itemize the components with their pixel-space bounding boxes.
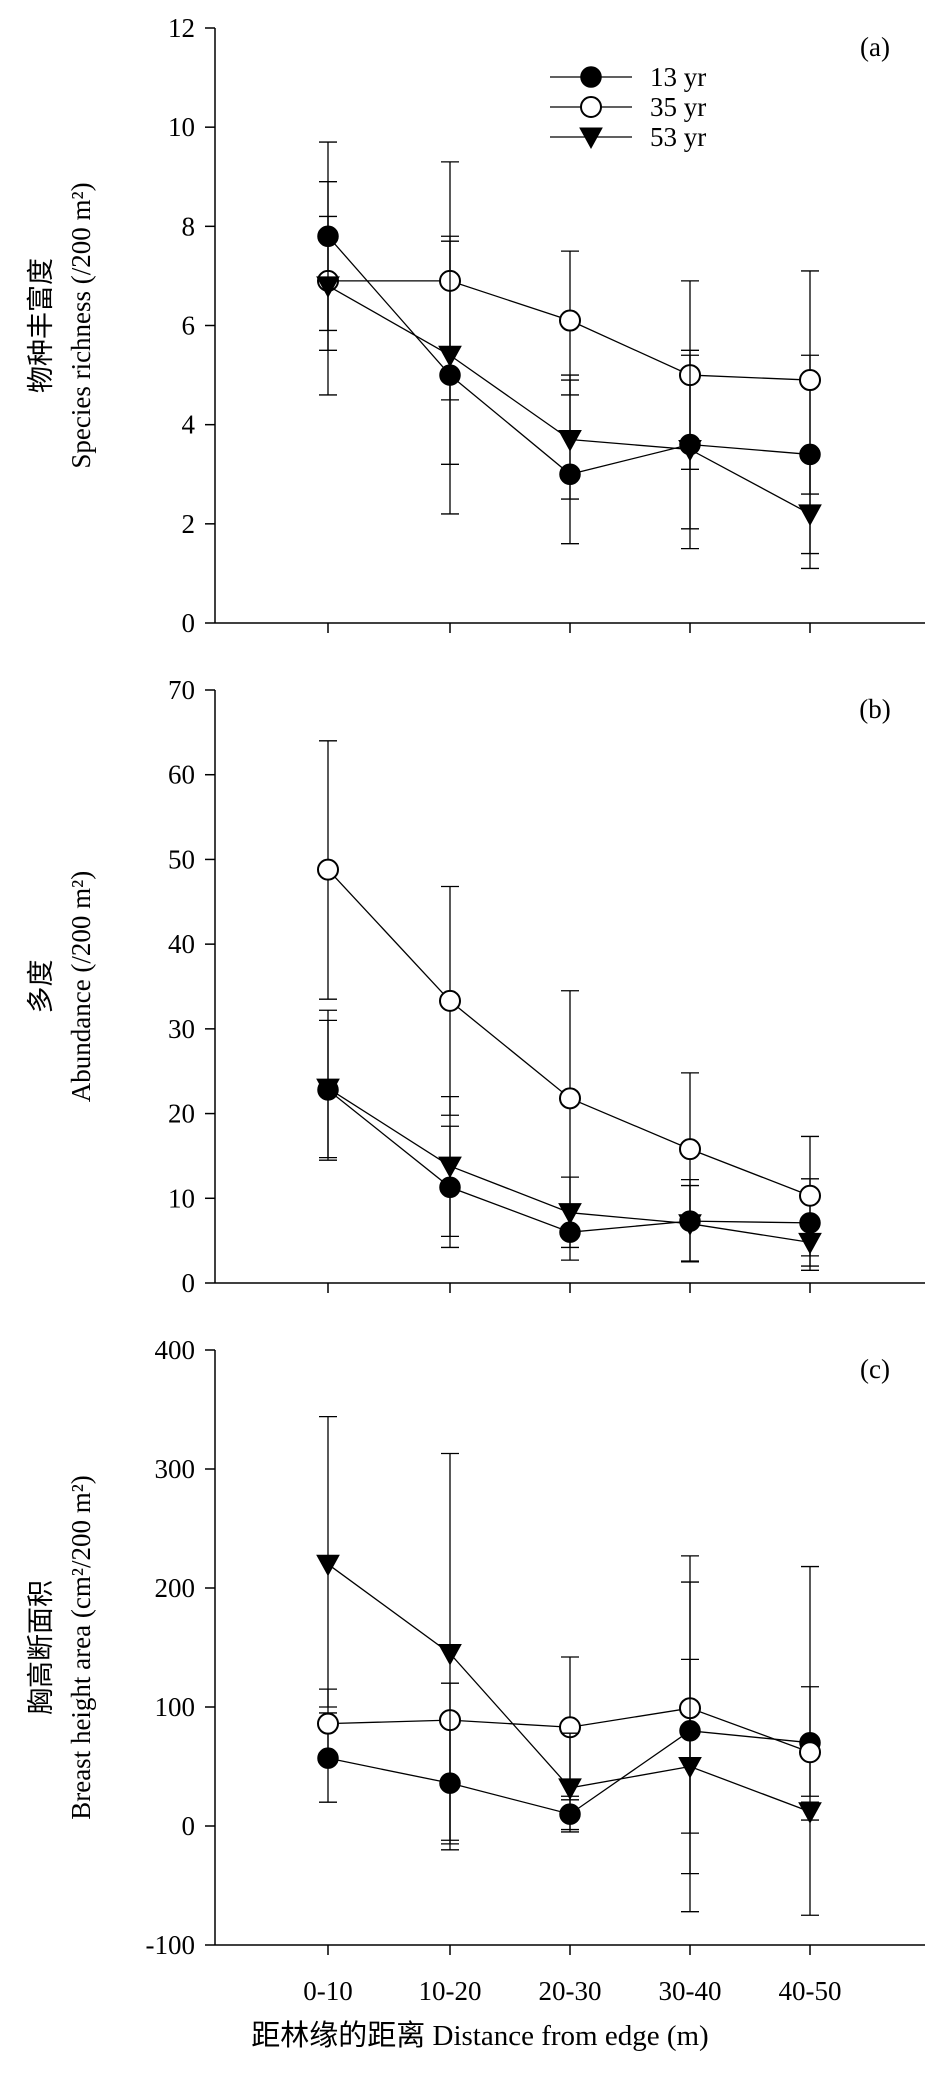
- panel-label: (a): [860, 32, 890, 62]
- y-axis-label: Species richness (/200 m²): [66, 182, 96, 468]
- legend-entry: 13 yr: [550, 62, 706, 92]
- y-tick-label: 12: [168, 13, 195, 43]
- data-point: [678, 1757, 702, 1779]
- x-tick-label: 20-30: [539, 1976, 602, 2006]
- series-line: [327, 1730, 811, 1815]
- axes: -100 0 100 200 300 400 0-10 10-20 20-30 30-40 40-5…: [146, 1335, 925, 2006]
- series-line: [327, 1563, 811, 1813]
- y-tick-label: 20: [168, 1099, 195, 1129]
- series-13-yr: [317, 1019, 821, 1267]
- data-point: [678, 1214, 702, 1236]
- y-axis-label: Abundance (/200 m²): [66, 871, 96, 1103]
- y-tick-label: 100: [155, 1692, 196, 1722]
- legend-entry: 35 yr: [550, 92, 706, 122]
- y-tick-label: 60: [168, 760, 195, 790]
- data-point: [799, 369, 821, 392]
- y-tick-label: 0: [182, 1811, 196, 1841]
- panel-label: (b): [859, 694, 890, 724]
- data-point: [798, 1802, 822, 1824]
- legend-entry: 53 yr: [550, 122, 706, 152]
- y-tick-label: 300: [155, 1454, 196, 1484]
- series-53-yr: [316, 1415, 822, 1913]
- chart-panels: 0 2 4 6 8 10 12 (a) 物种丰富度 Species richness (/200 …: [26, 13, 925, 2006]
- data-point: [798, 1232, 822, 1255]
- data-point: [559, 1087, 581, 1110]
- x-tick-label: 10-20: [419, 1976, 482, 2006]
- x-axis-label: 距林缘的距离 Distance from edge (m): [251, 2019, 708, 2052]
- legend-marker: [580, 66, 602, 88]
- error-bar: [801, 1565, 819, 1916]
- data-point: [799, 1184, 821, 1207]
- x-tick-label: 0-10: [303, 1976, 353, 2006]
- data-point: [317, 858, 339, 881]
- series-53-yr: [316, 1009, 822, 1271]
- data-point: [798, 504, 822, 526]
- y-tick-label: 40: [168, 929, 195, 959]
- y-tick-label: 30: [168, 1014, 195, 1044]
- data-point: [316, 1554, 340, 1577]
- data-point: [679, 1138, 701, 1161]
- data-point: [317, 1712, 339, 1735]
- series-13-yr: [317, 141, 821, 555]
- series-53-yr: [316, 215, 822, 570]
- series-35-yr: [317, 1555, 821, 1916]
- axes: 0 2 4 6 8 10 12: [168, 13, 925, 638]
- x-tick-label: 40-50: [779, 1976, 842, 2006]
- y-tick-label: 6: [182, 311, 196, 341]
- y-tick-label: 10: [168, 1183, 195, 1213]
- y-tick-label: 0: [182, 1268, 196, 1298]
- y-tick-label: 400: [155, 1335, 196, 1365]
- data-point: [558, 1203, 582, 1225]
- legend-marker: [579, 127, 603, 150]
- y-axis-label-cn: 胸高断面积: [26, 1580, 56, 1715]
- y-tick-label: 70: [168, 675, 195, 705]
- data-point: [316, 276, 340, 298]
- data-point: [439, 989, 461, 1012]
- legend-marker: [580, 96, 602, 118]
- y-tick-label: 4: [182, 410, 196, 440]
- y-tick-label: 2: [182, 509, 196, 539]
- data-point: [799, 1741, 821, 1764]
- y-tick-label: 200: [155, 1573, 196, 1603]
- data-point: [558, 430, 582, 452]
- y-tick-label: -100: [146, 1930, 196, 1960]
- data-point: [559, 309, 581, 332]
- y-tick-label: 0: [182, 608, 196, 638]
- data-point: [558, 1778, 582, 1800]
- legend-label: 35 yr: [650, 92, 706, 122]
- y-tick-label: 50: [168, 844, 195, 874]
- y-tick-label: 10: [168, 112, 195, 142]
- chart-panel-a: 0 2 4 6 8 10 12 (a) 物种丰富度 Species richness (/200 …: [26, 13, 925, 638]
- data-point: [438, 1643, 462, 1666]
- x-tick-label: 30-40: [659, 1976, 722, 2006]
- axes: 0 10 20 30 40 50 60 70: [168, 675, 925, 1298]
- y-tick-label: 8: [182, 211, 196, 241]
- data-point: [438, 345, 462, 368]
- y-axis-label-cn: 物种丰富度: [26, 258, 56, 393]
- panel-label: (c): [860, 1354, 890, 1384]
- y-axis-label: Breast height area (cm²/200 m²): [66, 1475, 96, 1820]
- chart-panel-b: 0 10 20 30 40 50 60 70 (b) 多度 Abundance (/200 m²): [26, 675, 925, 1298]
- data-point: [678, 439, 702, 462]
- legend-label: 13 yr: [650, 62, 706, 92]
- legend-label: 53 yr: [650, 122, 706, 152]
- data-point: [316, 1078, 340, 1101]
- y-axis-label-cn: 多度: [26, 960, 56, 1014]
- error-bar: [681, 1658, 699, 1913]
- data-point: [438, 1156, 462, 1179]
- chart-panel-c: -100 0 100 200 300 400 0-10 10-20 20-30 30-40 40-5…: [26, 1335, 925, 2006]
- series-35-yr: [317, 740, 821, 1257]
